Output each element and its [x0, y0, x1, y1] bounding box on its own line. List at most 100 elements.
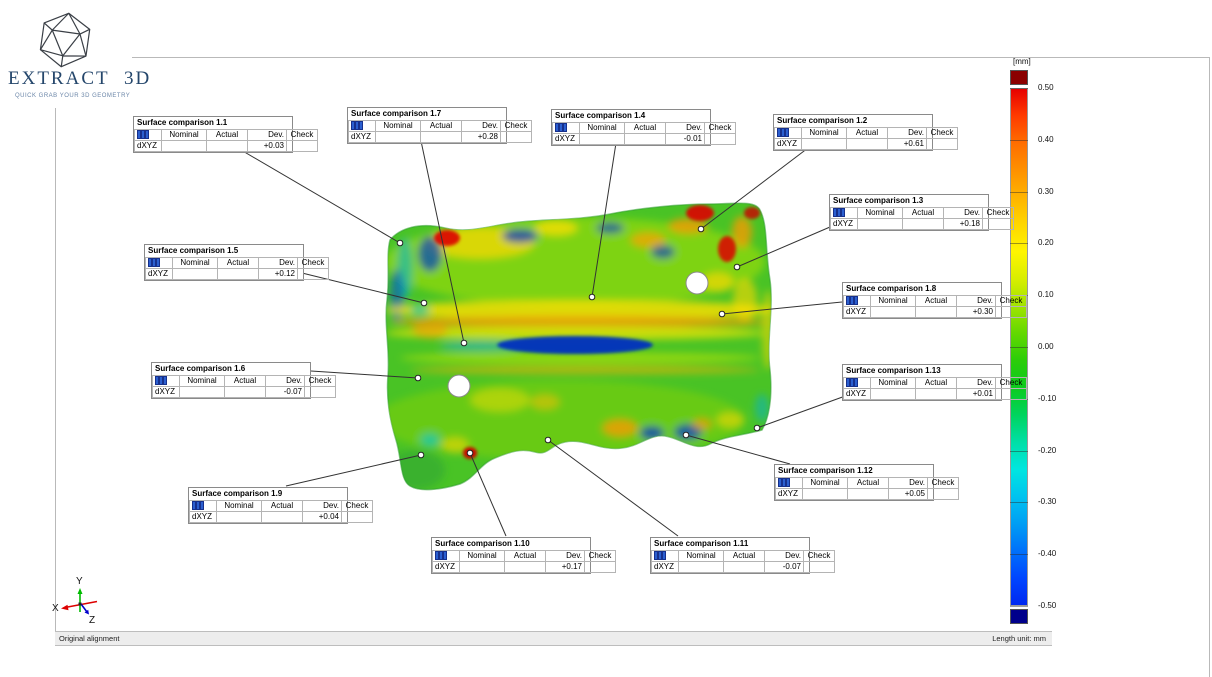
- callout-icon-cell: [831, 208, 858, 219]
- callout-empty-cell: [585, 562, 616, 573]
- 3d-viewport[interactable]: [0, 0, 1212, 677]
- callout-column-header: Check: [585, 551, 616, 562]
- axis-x-label: X: [52, 603, 59, 614]
- callout-column-header: Actual: [421, 121, 462, 132]
- colorbar-tick-label: 0.00: [1038, 342, 1078, 351]
- callout-deviation-value: +0.18: [944, 219, 983, 230]
- logo-title: EXTRACT 3D: [8, 68, 138, 90]
- surface-comparison-callout[interactable]: Surface comparison 1.5NominalActualDev.C…: [144, 244, 304, 281]
- colorbar-tick: [1010, 451, 1028, 452]
- deviation-model[interactable]: [375, 203, 775, 490]
- callout-empty-cell: [928, 489, 959, 500]
- callout-row-label: dXYZ: [146, 269, 173, 280]
- surface-comparison-icon: [778, 478, 790, 487]
- anchor-marker: [461, 340, 467, 346]
- callout-column-header: Dev.: [303, 501, 342, 512]
- callout-column-header: Nominal: [376, 121, 421, 132]
- callout-title: Surface comparison 1.2: [774, 115, 932, 127]
- surface-comparison-callout[interactable]: Surface comparison 1.9NominalActualDev.C…: [188, 487, 348, 524]
- callout-deviation-value: +0.03: [248, 141, 287, 152]
- callout-title: Surface comparison 1.9: [189, 488, 347, 500]
- callout-empty-cell: [305, 387, 336, 398]
- surface-comparison-callout[interactable]: Surface comparison 1.7NominalActualDev.C…: [347, 107, 507, 144]
- callout-column-header: Actual: [916, 378, 957, 389]
- surface-comparison-icon: [846, 296, 858, 305]
- callout-column-header: Check: [996, 378, 1027, 389]
- callout-empty-cell: [804, 562, 835, 573]
- surface-comparison-callout[interactable]: Surface comparison 1.10NominalActualDev.…: [431, 537, 591, 574]
- logo-tagline: QUICK GRAB YOUR 3D GEOMETRY: [15, 93, 130, 99]
- callout-table: NominalActualDev.CheckdXYZ+0.01: [843, 377, 1027, 400]
- surface-comparison-callout[interactable]: Surface comparison 1.13NominalActualDev.…: [842, 364, 1002, 401]
- anchor-marker: [545, 437, 551, 443]
- callout-empty-cell: [847, 139, 888, 150]
- colorbar-tick: [1010, 502, 1028, 503]
- colorbar-tick-label: -0.50: [1038, 601, 1078, 610]
- callout-column-header: Actual: [916, 296, 957, 307]
- anchor-marker: [421, 300, 427, 306]
- callout-empty-cell: [225, 387, 266, 398]
- surface-comparison-callout[interactable]: Surface comparison 1.11NominalActualDev.…: [650, 537, 810, 574]
- callout-column-header: Actual: [903, 208, 944, 219]
- callout-table: NominalActualDev.CheckdXYZ+0.30: [843, 295, 1027, 318]
- callout-deviation-value: +0.30: [957, 307, 996, 318]
- callout-table: NominalActualDev.CheckdXYZ+0.17: [432, 550, 616, 573]
- callout-table: NominalActualDev.CheckdXYZ+0.12: [145, 257, 329, 280]
- callout-table: NominalActualDev.CheckdXYZ-0.01: [552, 122, 736, 145]
- surface-comparison-callout[interactable]: Surface comparison 1.8NominalActualDev.C…: [842, 282, 1002, 319]
- callout-column-header: Dev.: [944, 208, 983, 219]
- callout-empty-cell: [705, 134, 736, 145]
- surface-comparison-icon: [555, 123, 567, 132]
- callout-empty-cell: [802, 139, 847, 150]
- callout-table: NominalActualDev.CheckdXYZ-0.07: [152, 375, 336, 398]
- leader-line: [241, 150, 400, 243]
- colorbar-tick: [1010, 192, 1028, 193]
- callout-deviation-value: +0.04: [303, 512, 342, 523]
- surface-comparison-icon: [351, 121, 363, 130]
- surface-comparison-callout[interactable]: Surface comparison 1.6NominalActualDev.C…: [151, 362, 311, 399]
- callout-column-header: Dev.: [259, 258, 298, 269]
- colorbar-tick-label: -0.30: [1038, 497, 1078, 506]
- leader-line: [548, 440, 678, 536]
- callout-title: Surface comparison 1.11: [651, 538, 809, 550]
- callout-title: Surface comparison 1.3: [830, 195, 988, 207]
- callout-column-header: Check: [342, 501, 373, 512]
- callout-title: Surface comparison 1.7: [348, 108, 506, 120]
- callout-row-label: dXYZ: [553, 134, 580, 145]
- callout-column-header: Nominal: [871, 296, 916, 307]
- axis-y-label: Y: [76, 576, 83, 587]
- callout-row-label: dXYZ: [652, 562, 679, 573]
- callout-row-label: dXYZ: [844, 389, 871, 400]
- callout-column-header: Actual: [218, 258, 259, 269]
- colorbar-tick: [1010, 606, 1028, 607]
- callout-empty-cell: [287, 141, 318, 152]
- callout-column-header: Nominal: [858, 208, 903, 219]
- callout-column-header: Dev.: [266, 376, 305, 387]
- callout-empty-cell: [501, 132, 532, 143]
- callout-column-header: Nominal: [460, 551, 505, 562]
- callout-empty-cell: [871, 389, 916, 400]
- colorbar-tick-label: 0.50: [1038, 83, 1078, 92]
- surface-comparison-callout[interactable]: Surface comparison 1.1NominalActualDev.C…: [133, 116, 293, 153]
- callout-empty-cell: [983, 219, 1014, 230]
- anchor-marker: [467, 450, 473, 456]
- callout-column-header: Dev.: [248, 130, 287, 141]
- anchor-marker: [415, 375, 421, 381]
- surface-comparison-callout[interactable]: Surface comparison 1.4NominalActualDev.C…: [551, 109, 711, 146]
- callout-empty-cell: [180, 387, 225, 398]
- colorbar-tick-label: 0.40: [1038, 135, 1078, 144]
- callout-column-header: Actual: [207, 130, 248, 141]
- callout-empty-cell: [903, 219, 944, 230]
- callout-title: Surface comparison 1.4: [552, 110, 710, 122]
- callout-column-header: Actual: [262, 501, 303, 512]
- callout-column-header: Nominal: [162, 130, 207, 141]
- surface-comparison-callout[interactable]: Surface comparison 1.3NominalActualDev.C…: [829, 194, 989, 231]
- callout-icon-cell: [153, 376, 180, 387]
- callout-empty-cell: [625, 134, 666, 145]
- surface-comparison-callout[interactable]: Surface comparison 1.12NominalActualDev.…: [774, 464, 934, 501]
- callout-title: Surface comparison 1.5: [145, 245, 303, 257]
- colorbar-tick-label: -0.40: [1038, 549, 1078, 558]
- surface-comparison-callout[interactable]: Surface comparison 1.2NominalActualDev.C…: [773, 114, 933, 151]
- colorbar-tick: [1010, 88, 1028, 89]
- callout-deviation-value: -0.07: [266, 387, 305, 398]
